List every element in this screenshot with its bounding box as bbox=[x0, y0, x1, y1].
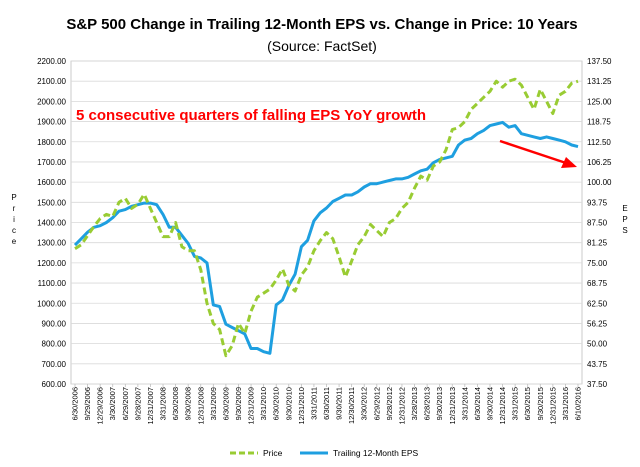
x-tick-label: 3/31/2009 bbox=[209, 387, 218, 420]
x-tick-label: 6/10/2016 bbox=[574, 387, 583, 420]
y2-tick-label: 125.00 bbox=[587, 97, 612, 106]
x-tick-label: 3/31/2015 bbox=[511, 387, 520, 420]
y-tick-label: 600.00 bbox=[42, 380, 67, 389]
y-tick-label: 1700.00 bbox=[37, 158, 66, 167]
axis-title-letter: E bbox=[622, 204, 627, 213]
y-tick-label: 1300.00 bbox=[37, 239, 66, 248]
x-tick-label: 12/30/2011 bbox=[347, 387, 356, 424]
x-tick-label: 9/30/2013 bbox=[435, 387, 444, 420]
y2-tick-label: 68.75 bbox=[587, 279, 608, 288]
axis-title-letter: S bbox=[622, 226, 627, 235]
axis-title-letter: P bbox=[622, 215, 627, 224]
x-tick-label: 9/30/2008 bbox=[184, 387, 193, 420]
x-tick-label: 3/30/2007 bbox=[108, 387, 117, 420]
x-tick-label: 6/29/2012 bbox=[372, 387, 381, 420]
y2-tick-label: 37.50 bbox=[587, 380, 608, 389]
x-tick-label: 3/31/2011 bbox=[309, 387, 318, 420]
legend-eps-label: Trailing 12-Month EPS bbox=[333, 448, 419, 458]
y2-tick-label: 75.00 bbox=[587, 259, 608, 268]
y2-tick-label: 62.50 bbox=[587, 299, 608, 308]
axis-title-letter: r bbox=[13, 204, 16, 213]
x-tick-label: 12/31/2015 bbox=[548, 387, 557, 425]
series-price-line bbox=[74, 77, 579, 358]
x-tick-label: 3/31/2010 bbox=[259, 387, 268, 420]
x-tick-label: 6/29/2007 bbox=[121, 387, 130, 420]
axis-title-letter: c bbox=[12, 226, 16, 235]
x-tick-label: 3/31/2014 bbox=[460, 387, 469, 420]
y-tick-label: 800.00 bbox=[42, 340, 67, 349]
chart-title: S&P 500 Change in Trailing 12-Month EPS … bbox=[66, 16, 577, 33]
y2-tick-label: 106.25 bbox=[587, 158, 612, 167]
x-tick-label: 9/30/2011 bbox=[335, 387, 344, 420]
axis-title-letter: P bbox=[11, 193, 16, 202]
x-tick-label: 12/29/2006 bbox=[96, 387, 105, 425]
annotation-arrow bbox=[499, 139, 577, 168]
x-tick-label: 9/28/2012 bbox=[385, 387, 394, 420]
x-tick-label: 6/30/2009 bbox=[221, 387, 230, 420]
annotation-text: 5 consecutive quarters of falling EPS Yo… bbox=[76, 107, 426, 124]
y2-tick-label: 131.25 bbox=[587, 77, 612, 86]
x-tick-label: 3/28/2013 bbox=[410, 387, 419, 420]
x-tick-label: 12/31/2012 bbox=[397, 387, 406, 425]
y2-tick-label: 56.25 bbox=[587, 319, 608, 328]
y-axis-right: 37.50 43.75 50.00 56.25 62.50 68.75 75.00 81.25… bbox=[587, 57, 612, 389]
x-tick-label: 12/31/2008 bbox=[196, 387, 205, 425]
x-tick-label: 9/30/2014 bbox=[485, 387, 494, 420]
x-tick-label: 9/30/2009 bbox=[234, 387, 243, 420]
y-tick-label: 900.00 bbox=[42, 319, 67, 328]
x-tick-label: 3/30/2012 bbox=[360, 387, 369, 420]
y-tick-label: 1000.00 bbox=[37, 299, 66, 308]
x-tick-label: 6/30/2010 bbox=[272, 387, 281, 420]
x-tick-label: 6/30/2015 bbox=[523, 387, 532, 420]
x-tick-label: 9/30/2010 bbox=[284, 387, 293, 420]
series-eps-line bbox=[73, 120, 579, 355]
y-tick-label: 1900.00 bbox=[37, 118, 66, 127]
x-tick-label: 9/29/2006 bbox=[83, 387, 92, 420]
y2-tick-label: 118.75 bbox=[587, 118, 611, 127]
y-tick-label: 2200.00 bbox=[37, 57, 66, 66]
y-tick-label: 700.00 bbox=[42, 360, 67, 369]
y-axis-title-right: EPS bbox=[622, 204, 627, 235]
y-tick-label: 1600.00 bbox=[37, 178, 66, 187]
x-tick-label: 9/30/2015 bbox=[536, 387, 545, 420]
x-tick-label: 6/30/2006 bbox=[71, 387, 80, 420]
x-axis: 6/30/2006 9/29/2006 12/29/2006 3/30/2007 6/2… bbox=[71, 384, 583, 425]
y2-tick-label: 93.75 bbox=[587, 198, 608, 207]
x-tick-label: 6/30/2008 bbox=[171, 387, 180, 420]
legend-price-label: Price bbox=[263, 448, 283, 458]
y2-tick-label: 87.50 bbox=[587, 219, 608, 228]
y-tick-label: 2100.00 bbox=[37, 77, 66, 86]
y2-tick-label: 81.25 bbox=[587, 239, 608, 248]
y-tick-label: 1100.00 bbox=[38, 279, 67, 288]
x-tick-label: 12/31/2013 bbox=[448, 387, 457, 425]
axis-title-letter: e bbox=[12, 237, 17, 246]
chart-subtitle: (Source: FactSet) bbox=[267, 38, 377, 54]
x-tick-label: 6/28/2013 bbox=[423, 387, 432, 420]
y-axis-title-left: Price bbox=[11, 193, 16, 246]
y2-tick-label: 137.50 bbox=[587, 57, 612, 66]
y-tick-label: 1500.00 bbox=[37, 198, 66, 207]
x-tick-label: 9/28/2007 bbox=[133, 387, 142, 420]
y-tick-label: 1800.00 bbox=[37, 138, 66, 147]
y2-tick-label: 100.00 bbox=[587, 178, 612, 187]
y2-tick-label: 50.00 bbox=[587, 340, 608, 349]
axis-title-letter: i bbox=[13, 215, 15, 224]
y2-tick-label: 43.75 bbox=[587, 360, 608, 369]
y-axis-left: 600.00 700.00 800.00 900.00 1000.00 1100.00 12… bbox=[37, 57, 66, 389]
y2-tick-label: 112.50 bbox=[587, 138, 611, 147]
x-tick-label: 12/31/2007 bbox=[146, 387, 155, 425]
x-tick-label: 3/31/2008 bbox=[159, 387, 168, 420]
x-tick-label: 6/30/2011 bbox=[322, 387, 331, 420]
y-tick-label: 1400.00 bbox=[37, 219, 66, 228]
x-tick-label: 12/31/2010 bbox=[297, 387, 306, 425]
legend: Price Trailing 12-Month EPS bbox=[230, 448, 419, 458]
y-tick-label: 1200.00 bbox=[37, 259, 66, 268]
x-tick-label: 3/31/2016 bbox=[561, 387, 570, 420]
x-tick-label: 12/31/2014 bbox=[498, 387, 507, 425]
x-tick-label: 6/30/2014 bbox=[473, 387, 482, 420]
y-tick-label: 2000.00 bbox=[37, 97, 66, 106]
x-tick-label: 12/31/2009 bbox=[247, 387, 256, 425]
